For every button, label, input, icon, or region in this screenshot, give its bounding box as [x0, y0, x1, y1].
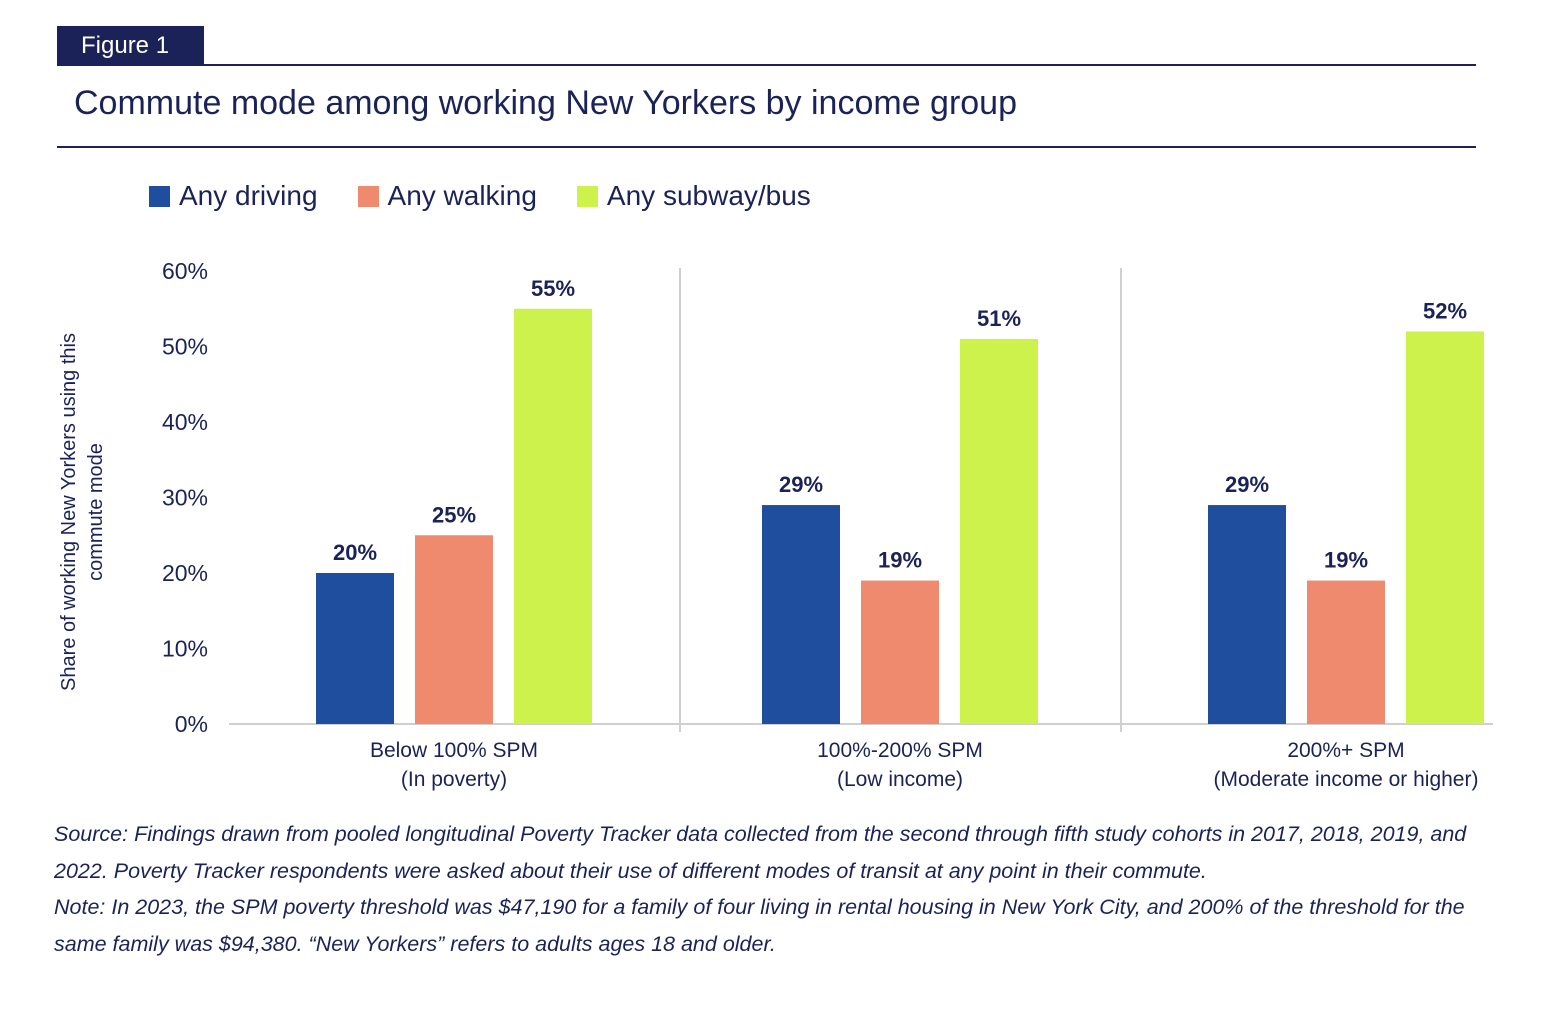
- y-axis-title: Share of working New Yorkers using this: [58, 333, 80, 691]
- legend-label-walking: Any walking: [387, 180, 537, 211]
- data-label: 55%: [531, 276, 575, 301]
- bar: [960, 338, 1038, 724]
- title-rule: [57, 146, 1476, 148]
- legend-label-driving: Any driving: [179, 180, 318, 211]
- category-label: Below 100% SPM: [370, 739, 538, 762]
- y-tick-label: 30%: [162, 485, 208, 511]
- y-tick-label: 0%: [175, 711, 208, 737]
- category-sublabel: (Moderate income or higher): [1214, 768, 1479, 791]
- legend-swatch-driving: [149, 185, 170, 207]
- threshold-note: Note: In 2023, the SPM poverty threshold…: [54, 895, 1465, 956]
- data-label: 19%: [878, 548, 922, 573]
- data-label: 20%: [333, 540, 377, 565]
- bar: [514, 308, 592, 724]
- legend-item-walking: Any walking: [357, 180, 537, 212]
- bar: [316, 573, 394, 724]
- data-label: 51%: [977, 306, 1021, 331]
- bar: [762, 505, 840, 724]
- legend-swatch-walking: [357, 185, 379, 207]
- data-label: 29%: [779, 472, 823, 497]
- y-tick-label: 40%: [162, 409, 208, 435]
- bar: [1208, 505, 1286, 724]
- category-label: 100%-200% SPM: [817, 739, 983, 762]
- legend-swatch-subway: [576, 185, 598, 207]
- category-sublabel: (In poverty): [401, 768, 507, 791]
- data-label: 25%: [432, 502, 476, 527]
- legend: Any driving Any walking Any subway/bus: [149, 176, 851, 216]
- y-tick-label: 50%: [162, 334, 208, 360]
- bar: [415, 535, 493, 724]
- y-tick-label: 20%: [162, 560, 208, 586]
- y-tick-label: 60%: [162, 258, 208, 284]
- legend-label-subway: Any subway/bus: [606, 180, 811, 211]
- category-sublabel: (Low income): [837, 768, 963, 791]
- bar: [1406, 331, 1484, 724]
- bar: [861, 580, 939, 724]
- legend-item-subway: Any subway/bus: [576, 180, 811, 212]
- notes: Source: Findings drawn from pooled longi…: [54, 816, 1494, 962]
- legend-item-driving: Any driving: [149, 180, 318, 212]
- data-label: 52%: [1423, 298, 1467, 323]
- data-label: 19%: [1324, 548, 1368, 573]
- category-label: 200%+ SPM: [1287, 739, 1404, 762]
- source-note: Source: Findings drawn from pooled longi…: [54, 822, 1467, 883]
- bar-chart: 0% 10% 20% 30% 40% 50% 60% Share of working New…: [58, 258, 1493, 791]
- y-axis-title: commute mode: [85, 443, 107, 581]
- figure-label: Figure 1: [57, 26, 204, 65]
- chart-title: Commute mode among working New Yorkers b…: [74, 84, 1018, 122]
- data-label: 29%: [1225, 472, 1269, 497]
- y-tick-label: 10%: [162, 636, 208, 662]
- top-rule: [57, 64, 1476, 66]
- bar: [1307, 580, 1385, 724]
